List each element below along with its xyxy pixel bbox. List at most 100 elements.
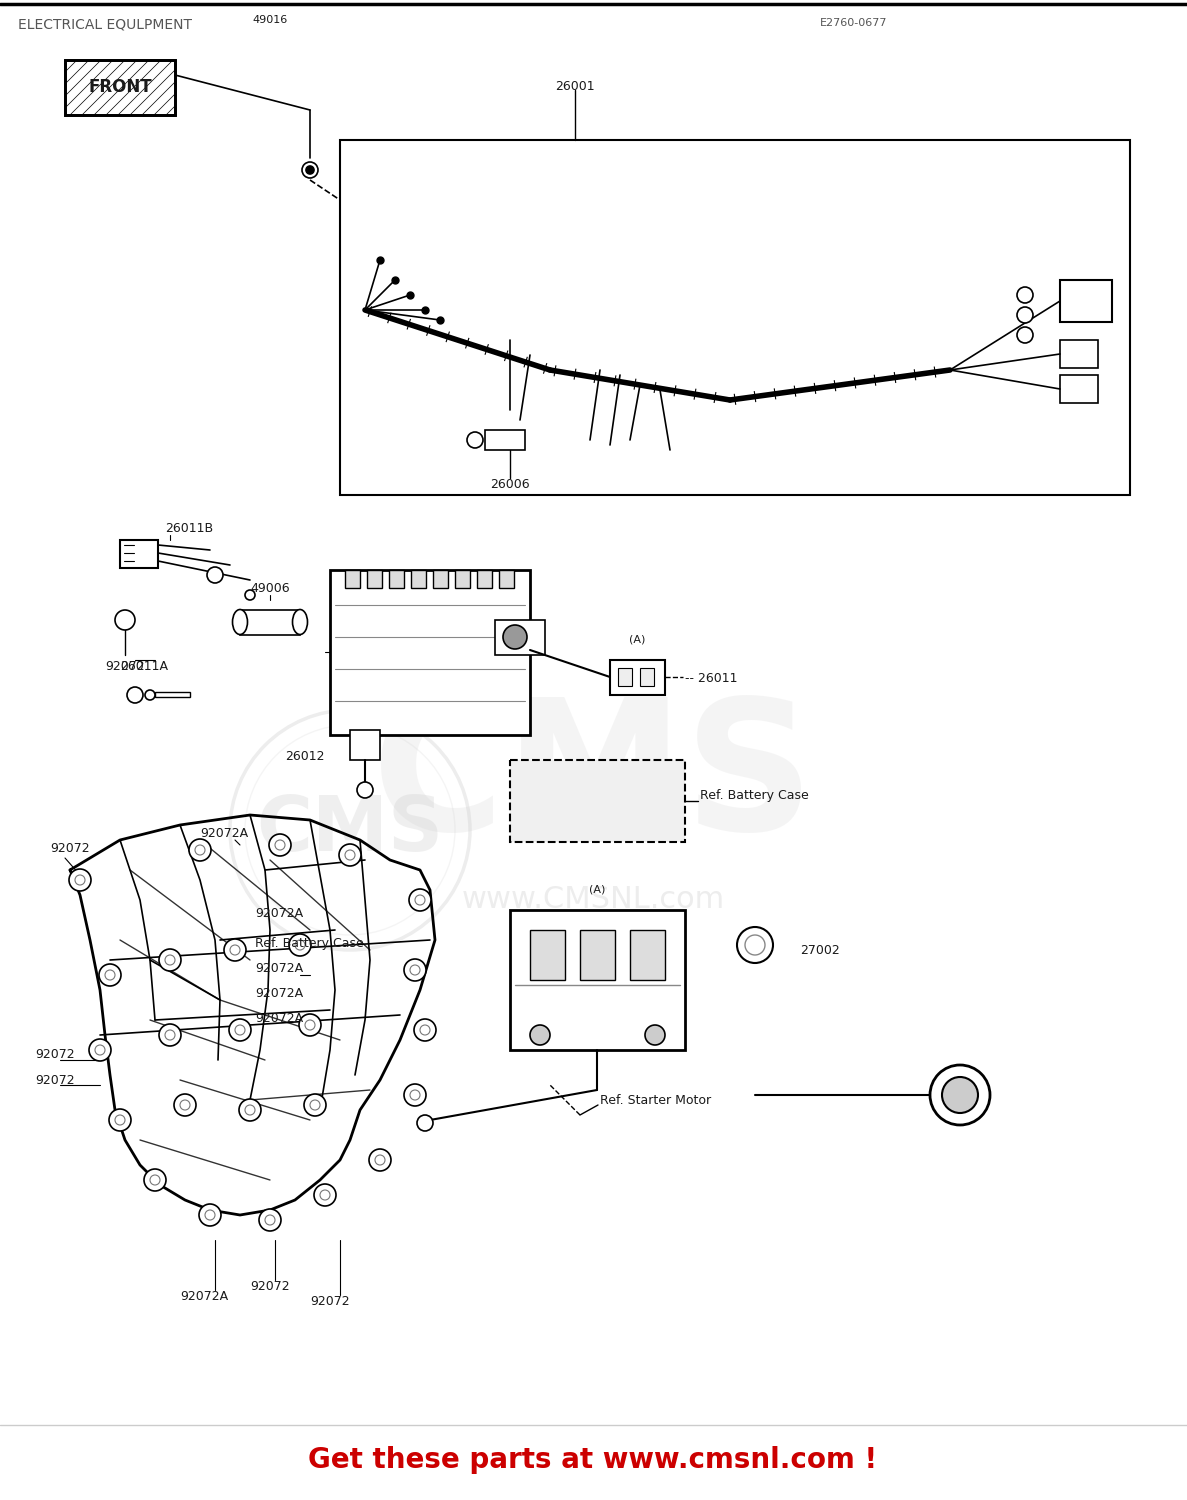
Text: Get these parts at www.cmsnl.com !: Get these parts at www.cmsnl.com !	[309, 1446, 877, 1474]
Circle shape	[466, 432, 483, 448]
Circle shape	[275, 840, 285, 850]
Circle shape	[180, 1100, 190, 1110]
Text: 92072: 92072	[250, 1280, 290, 1293]
Circle shape	[315, 1184, 336, 1206]
Circle shape	[235, 1024, 245, 1035]
Circle shape	[299, 1014, 320, 1036]
Bar	[345, 570, 360, 588]
Circle shape	[301, 162, 318, 178]
Text: 49016: 49016	[253, 15, 287, 26]
Text: FRONT: FRONT	[88, 78, 152, 96]
Circle shape	[415, 896, 425, 904]
Text: Ref. Starter Motor: Ref. Starter Motor	[599, 1094, 711, 1107]
Bar	[120, 540, 158, 568]
Circle shape	[115, 1114, 125, 1125]
Text: Ref. Battery Case: Ref. Battery Case	[255, 938, 363, 950]
Circle shape	[95, 1046, 104, 1054]
Circle shape	[199, 1204, 221, 1225]
Bar	[630, 930, 665, 980]
Bar	[610, 660, 665, 694]
Circle shape	[310, 1100, 320, 1110]
Text: 92072: 92072	[50, 842, 90, 855]
Circle shape	[245, 590, 255, 600]
Text: 26011A: 26011A	[120, 660, 169, 674]
Bar	[1060, 340, 1098, 368]
Text: ELECTRICAL EQULPMENT: ELECTRICAL EQULPMENT	[18, 18, 192, 32]
Text: 92072A: 92072A	[255, 908, 303, 920]
Circle shape	[345, 850, 355, 859]
Text: 92072: 92072	[34, 1048, 75, 1062]
Circle shape	[115, 610, 135, 630]
Text: -- 26011: -- 26011	[685, 672, 737, 684]
Circle shape	[369, 1149, 391, 1172]
Bar	[531, 930, 565, 980]
Text: E2760-0677: E2760-0677	[820, 18, 888, 28]
Circle shape	[104, 970, 115, 980]
Circle shape	[195, 844, 205, 855]
Circle shape	[1017, 308, 1033, 322]
Circle shape	[404, 1084, 426, 1106]
Circle shape	[288, 934, 311, 956]
Bar	[350, 730, 380, 760]
Bar	[485, 430, 525, 450]
Bar	[411, 570, 426, 588]
Ellipse shape	[233, 609, 248, 634]
Bar	[367, 570, 382, 588]
Circle shape	[265, 1215, 275, 1225]
Text: 92072: 92072	[310, 1294, 350, 1308]
Circle shape	[420, 1024, 430, 1035]
Circle shape	[269, 834, 291, 856]
Text: 26012: 26012	[286, 750, 325, 764]
Circle shape	[304, 1094, 326, 1116]
Circle shape	[109, 1108, 131, 1131]
Circle shape	[230, 945, 240, 956]
Bar	[495, 620, 545, 656]
Circle shape	[174, 1094, 196, 1116]
Circle shape	[942, 1077, 978, 1113]
Circle shape	[159, 1024, 180, 1045]
Circle shape	[165, 1030, 174, 1039]
Circle shape	[89, 1040, 112, 1060]
Circle shape	[207, 567, 223, 584]
Circle shape	[205, 1210, 215, 1219]
Circle shape	[305, 1020, 315, 1031]
Text: Ref. Battery Case: Ref. Battery Case	[700, 789, 808, 801]
Bar	[499, 570, 514, 588]
Text: 92072: 92072	[34, 1074, 75, 1086]
Circle shape	[150, 1174, 160, 1185]
Text: (A): (A)	[589, 885, 605, 896]
Text: 92072A: 92072A	[180, 1290, 228, 1304]
Circle shape	[1017, 286, 1033, 303]
Circle shape	[159, 950, 180, 970]
Circle shape	[404, 958, 426, 981]
Text: 92072A: 92072A	[199, 827, 248, 840]
Circle shape	[296, 940, 305, 950]
Bar	[580, 930, 615, 980]
Bar	[618, 668, 631, 686]
Circle shape	[127, 687, 142, 703]
Bar	[510, 910, 685, 1050]
Bar	[240, 610, 300, 634]
Bar	[339, 140, 1130, 495]
Circle shape	[929, 1065, 990, 1125]
Text: CMS: CMS	[256, 794, 444, 867]
Circle shape	[144, 1168, 166, 1191]
Text: 92072A: 92072A	[255, 962, 303, 975]
Circle shape	[75, 874, 85, 885]
Circle shape	[320, 1190, 330, 1200]
Ellipse shape	[292, 609, 307, 634]
Text: 27002: 27002	[800, 944, 839, 957]
Circle shape	[165, 956, 174, 964]
Text: www.CMSNL.com: www.CMSNL.com	[462, 885, 724, 915]
Bar	[640, 668, 654, 686]
Text: 26001: 26001	[556, 80, 595, 93]
Circle shape	[737, 927, 773, 963]
Circle shape	[259, 1209, 281, 1231]
Circle shape	[229, 1019, 250, 1041]
Bar	[477, 570, 491, 588]
Circle shape	[375, 1155, 385, 1166]
Bar	[65, 60, 174, 116]
Circle shape	[239, 1100, 261, 1120]
Circle shape	[645, 1024, 665, 1045]
Text: CMS: CMS	[372, 692, 814, 868]
